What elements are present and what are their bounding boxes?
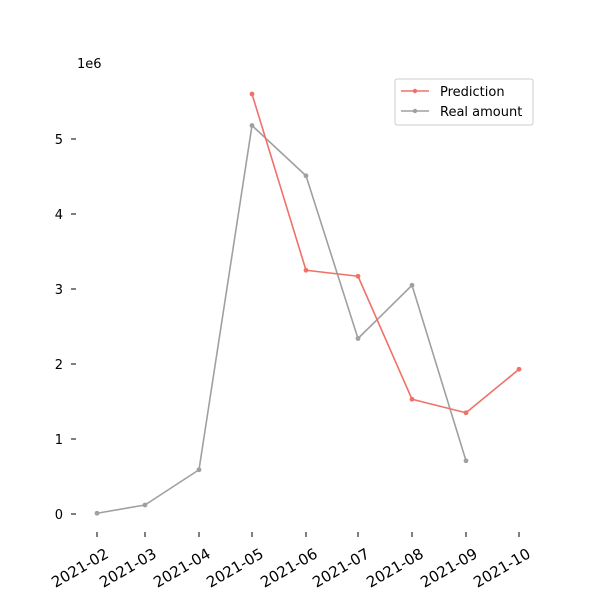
legend-label-prediction: Prediction [440,85,505,100]
series-line-real-amount [96,124,467,515]
x-tick-label: 2021-04 [150,545,213,592]
legend-box [394,78,534,126]
series-layer [94,91,522,516]
y-tick-label: 5 [55,133,63,148]
legend: Prediction Real amount [394,78,534,126]
legend-label-real-amount: Real amount [440,105,522,120]
x-tick-label: 2021-06 [257,545,320,592]
y-offset-label: 1e6 [77,57,102,72]
y-tick-label: 0 [55,508,63,523]
data-point-prediction [249,91,255,97]
data-point-real-amount [142,502,148,508]
data-point-prediction [409,396,415,402]
data-point-real-amount [409,282,415,288]
y-tick-label: 2 [55,358,63,373]
data-point-real-amount [303,173,309,179]
data-point-real-amount [355,336,361,341]
data-point-real-amount [249,123,255,128]
y-tick-label: 4 [55,208,63,223]
series-line-prediction [251,93,520,414]
data-point-prediction [303,267,309,273]
x-tick-label: 2021-10 [470,545,533,592]
legend-marker-real-amount [412,108,418,114]
data-point-real-amount [196,467,202,473]
y-tick-label: 1 [55,433,63,448]
x-tick-label: 2021-05 [203,545,266,592]
x-tick-label: 2021-07 [309,545,372,592]
x-tick-label: 2021-08 [363,545,426,592]
y-tick-label: 3 [55,283,63,298]
data-point-prediction [516,366,522,372]
data-point-prediction [463,410,469,416]
y-axis: 0 1 2 3 4 5 [55,133,76,523]
data-point-real-amount [94,510,100,516]
data-point-real-amount [463,458,469,464]
legend-marker-prediction [412,88,418,94]
x-tick-label: 2021-09 [417,545,480,592]
x-axis: 2021-022021-032021-042021-052021-062021-… [48,532,534,592]
data-point-prediction [355,273,361,279]
